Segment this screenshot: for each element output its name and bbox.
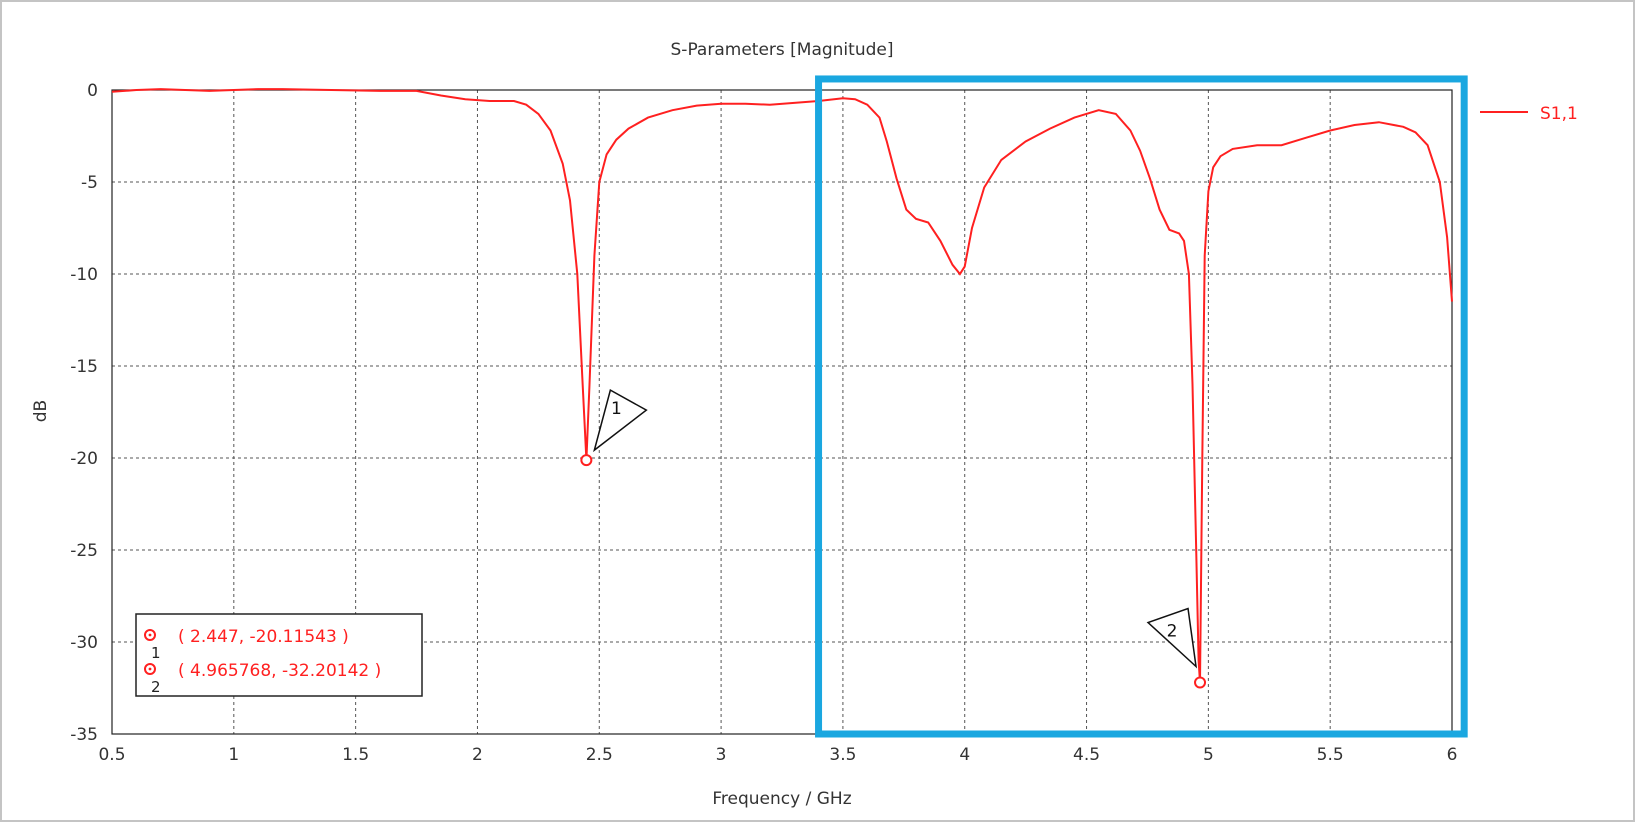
x-tick-label: 3: [716, 745, 727, 765]
marker-1: 1: [580, 389, 648, 467]
readout-value-1: ( 2.447, -20.11543 ): [178, 627, 349, 647]
marker-2: 2: [1146, 607, 1207, 689]
y-tick-label: -5: [81, 173, 98, 193]
legend: S1,1: [1480, 104, 1578, 124]
readout-row-1: 1 ( 2.447, -20.11543 ): [144, 627, 349, 662]
marker-2-point: [1194, 676, 1207, 689]
grid-lines: [112, 90, 1452, 734]
x-tick-label: 6: [1447, 745, 1458, 765]
marker-readout-box: 1 ( 2.447, -20.11543 ) 2 ( 4.965768, -32…: [135, 613, 423, 697]
marker-1-point: [580, 454, 593, 467]
readout-row-2: 2 ( 4.965768, -32.20142 ): [144, 661, 381, 696]
x-tick-label: 2.5: [586, 745, 613, 765]
readout-id-1: 1: [151, 644, 161, 662]
y-tick-label: -35: [70, 725, 98, 745]
x-tick-label: 4: [959, 745, 970, 765]
marker-2-flag: [1146, 607, 1198, 669]
x-tick-label: 3.5: [829, 745, 856, 765]
x-tick-label: 5: [1203, 745, 1214, 765]
marker-1-flag: [593, 389, 648, 453]
y-axis-label: dB: [31, 400, 51, 422]
y-tick-label: -30: [70, 633, 98, 653]
readout-marker-1-icon: [144, 629, 156, 641]
x-axis-label: Frequency / GHz: [712, 789, 851, 809]
marker-2-label: 2: [1167, 622, 1178, 642]
x-tick-label: 4.5: [1073, 745, 1100, 765]
highlight-box: [815, 75, 1468, 738]
marker-1-label: 1: [611, 399, 622, 419]
x-tick-label: 2: [472, 745, 483, 765]
plot-area: [111, 89, 1453, 735]
readout-marker-2-icon: [144, 663, 156, 675]
x-tick-label: 5.5: [1317, 745, 1344, 765]
readout-frame: [135, 613, 423, 697]
readout-marker-1-dot: [148, 633, 152, 637]
x-tick-label: 1.5: [342, 745, 369, 765]
chart-title: S-Parameters [Magnitude]: [671, 40, 894, 60]
readout-value-2: ( 4.965768, -32.20142 ): [178, 661, 381, 681]
y-tick-label: -20: [70, 449, 98, 469]
x-tick-label: 1: [228, 745, 239, 765]
readout-id-2: 2: [151, 678, 161, 696]
x-axis-ticks: 0.5 1 1.5 2 2.5 3 3.5 4 4.5 5 5.5 6: [98, 745, 1457, 765]
readout-marker-2-dot: [148, 667, 152, 671]
markers: 12: [580, 389, 1207, 689]
y-tick-label: -15: [70, 357, 98, 377]
legend-label-s11: S1,1: [1540, 104, 1578, 124]
y-tick-label: 0: [87, 81, 98, 101]
x-tick-label: 0.5: [98, 745, 125, 765]
series-line-s11: [111, 88, 1453, 683]
y-tick-label: -10: [70, 265, 98, 285]
y-axis-ticks: 0 -5 -10 -15 -20 -25 -30 -35: [70, 81, 98, 745]
y-tick-label: -25: [70, 541, 98, 561]
